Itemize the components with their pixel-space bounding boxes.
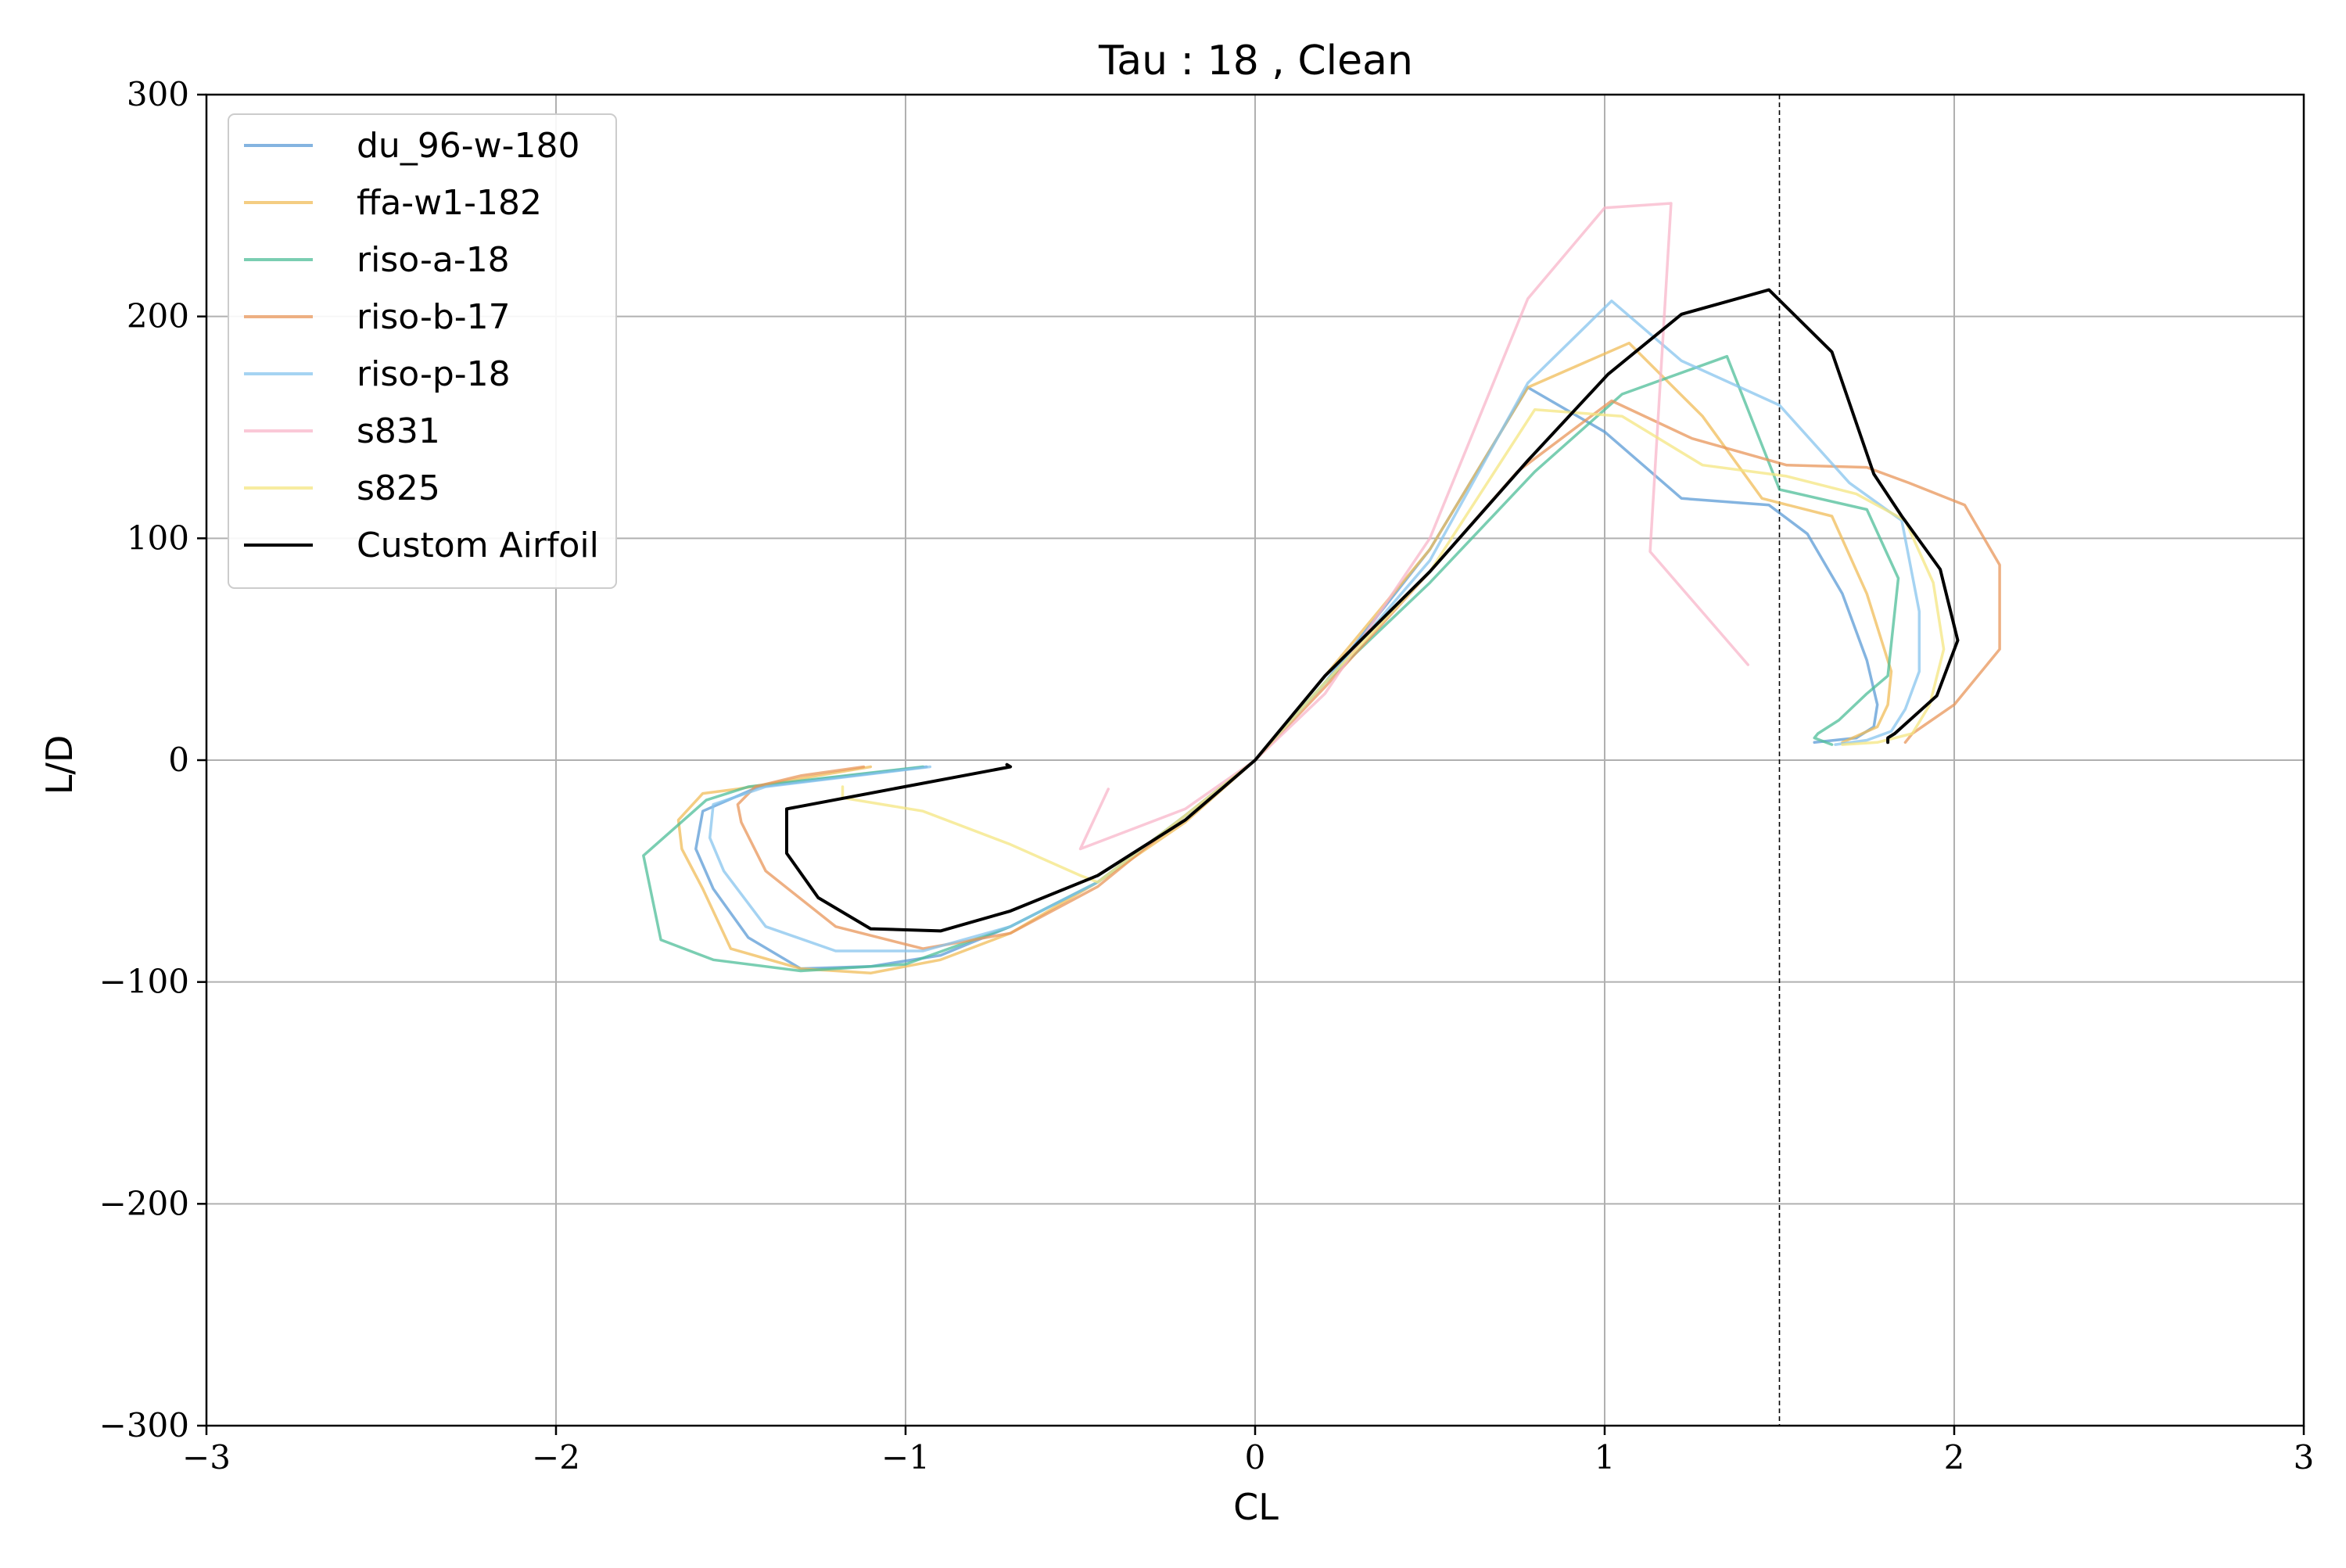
series-lines	[642, 202, 2001, 975]
series-line-riso-p-18	[708, 300, 1921, 953]
x-tick-label: 2	[1944, 1438, 1965, 1477]
legend-box	[228, 113, 617, 589]
series-line-riso-a-18	[642, 354, 1900, 973]
legend-label: s825	[357, 468, 440, 508]
y-tick-label: 100	[127, 518, 189, 557]
x-axis-label: CL	[1233, 1486, 1279, 1528]
legend: du_96-w-180 ffa-w1-182 riso-a-18 riso-b-17 r…	[228, 113, 617, 589]
x-tick-label: 1	[1594, 1438, 1616, 1477]
series-line-custom-airfoil	[785, 288, 1960, 933]
y-tick-label: −200	[99, 1184, 189, 1222]
y-tick-label: 200	[127, 297, 189, 335]
y-tick-label: 0	[168, 741, 189, 779]
legend-label: riso-p-18	[357, 354, 511, 394]
legend-label: riso-b-17	[357, 297, 511, 337]
x-tick-label: −1	[881, 1438, 930, 1477]
x-tick-label: −2	[532, 1438, 580, 1477]
axis-ticks: −3 −2 −1 0 1 2 3 −300 −200 −100 0 100 200 300	[99, 75, 2315, 1477]
y-tick-label: −100	[99, 963, 189, 1001]
series-line-s831	[1078, 202, 1750, 851]
legend-label: s831	[357, 411, 440, 451]
y-tick-label: 300	[127, 75, 189, 113]
chart-title: Tau : 18 , Clean	[1098, 38, 1413, 84]
series-line-riso-b-17	[736, 399, 2001, 950]
series-line-s825	[841, 408, 1946, 884]
x-tick-label: 3	[2294, 1438, 2315, 1477]
legend-label: Custom Airfoil	[357, 526, 599, 565]
legend-label: du_96-w-180	[357, 126, 580, 166]
y-axis-label: L/D	[38, 735, 81, 795]
legend-label: ffa-w1-182	[357, 183, 542, 223]
legend-label: riso-a-18	[357, 240, 510, 280]
x-tick-label: 0	[1245, 1438, 1266, 1477]
y-tick-label: −300	[99, 1406, 189, 1444]
x-tick-label: −3	[182, 1438, 231, 1477]
